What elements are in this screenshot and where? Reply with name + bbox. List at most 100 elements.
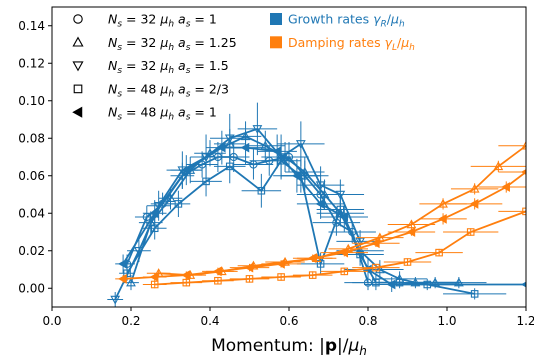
data-point	[395, 278, 404, 287]
data-point	[339, 247, 349, 258]
data-point	[403, 258, 412, 266]
data-point	[355, 237, 365, 247]
legend-marker-circle	[73, 14, 83, 24]
legend-label: Growth rates γR​/μh​	[288, 12, 405, 30]
x-tick-label: 1.0	[437, 314, 456, 328]
x-tick-label: 0.6	[279, 314, 298, 328]
legend-label: Ns​ = 32 μh​ as​ = 1	[108, 12, 217, 30]
y-tick-label: 0.08	[18, 131, 45, 145]
data-point	[249, 160, 258, 169]
data-point	[406, 227, 416, 237]
data-point	[315, 181, 326, 191]
data-point	[308, 271, 317, 279]
data-point	[295, 140, 306, 149]
series-line	[123, 171, 526, 280]
x-tick-label: 0.4	[200, 314, 219, 328]
data-point	[469, 198, 479, 209]
x-axis-label-bold: p	[325, 336, 337, 356]
series-layer	[107, 102, 526, 307]
x-axis-label-symbol: μ	[347, 336, 359, 356]
data-point	[123, 269, 131, 278]
data-point	[214, 276, 222, 285]
series-line	[158, 145, 526, 277]
data-point	[372, 263, 380, 272]
data-point	[212, 266, 222, 277]
data-point	[315, 198, 325, 209]
legend-swatch	[270, 36, 282, 49]
data-point	[174, 200, 183, 208]
y-tick-label: 0.14	[18, 19, 45, 33]
data-point	[216, 142, 226, 153]
x-tick-label: 0.0	[42, 314, 61, 328]
x-tick-label: 0.8	[358, 314, 377, 328]
data-point	[276, 258, 285, 269]
data-point	[336, 205, 345, 214]
legend-label: Ns​ = 48 μh​ as​ = 1	[108, 105, 217, 123]
x-axis-ticks: 0.0 0.2 0.4 0.6 0.8 1.0 1.2	[42, 307, 534, 328]
y-tick-label: 0.04	[18, 206, 45, 220]
data-point	[340, 267, 349, 276]
y-axis-ticks: 0.00 0.02 0.04 0.06 0.08 0.10 0.12 0.14	[18, 19, 52, 295]
y-tick-label: 0.02	[18, 244, 45, 258]
x-axis-label-prefix: Momentum: |	[211, 336, 325, 356]
data-point	[240, 142, 250, 153]
data-point	[110, 295, 121, 305]
data-point	[466, 228, 475, 236]
legend-markers: Ns​ = 32 μh​ as​ = 1 Ns​ = 32 μh​ as​ = 1…	[72, 12, 237, 123]
data-point	[118, 273, 127, 284]
data-point	[501, 182, 510, 192]
data-point	[225, 162, 234, 171]
data-point	[272, 146, 281, 157]
data-point	[126, 277, 136, 287]
data-point	[521, 140, 526, 150]
legend-marker-triangle-up	[72, 36, 84, 47]
data-point	[257, 186, 266, 195]
x-axis-label-sub: h	[359, 344, 367, 358]
data-point	[469, 183, 480, 193]
data-point	[372, 278, 380, 287]
legend-label: Ns​ = 48 μh​ as​ = 2/3	[108, 81, 229, 99]
legend-label: Ns​ = 32 μh​ as​ = 1.25	[108, 35, 237, 53]
legend-label: Damping rates γL​/μh​	[288, 35, 415, 53]
series-line	[122, 146, 526, 286]
data-point	[386, 279, 396, 290]
data-point	[182, 278, 191, 287]
data-point	[339, 212, 349, 222]
series-4	[115, 130, 526, 292]
data-point	[493, 161, 504, 171]
data-point	[299, 166, 310, 176]
data-point	[335, 190, 346, 200]
x-axis-label-mid: |/	[337, 336, 349, 356]
data-point	[245, 275, 254, 283]
x-tick-label: 1.2	[516, 314, 534, 328]
data-point	[202, 177, 210, 186]
data-point	[201, 153, 211, 163]
y-tick-label: 0.06	[18, 169, 45, 183]
y-tick-label: 0.12	[18, 56, 45, 70]
data-point	[453, 277, 464, 287]
data-point	[149, 272, 159, 282]
legend-label: Ns​ = 32 μh​ as​ = 1.5	[108, 58, 229, 76]
data-point	[470, 290, 479, 298]
data-point	[277, 273, 285, 281]
data-point	[370, 238, 380, 249]
data-point	[165, 193, 176, 202]
data-point	[181, 165, 191, 176]
series-7	[142, 205, 526, 289]
data-point	[438, 198, 448, 208]
legend-marker-triangle-down	[72, 61, 84, 72]
legend-marker-square	[73, 84, 83, 94]
x-axis-label: Momentum: |p|/μh	[211, 336, 367, 358]
y-tick-label: 0.10	[18, 94, 45, 108]
data-point	[374, 232, 385, 242]
legend-swatch	[270, 13, 282, 25]
data-point	[224, 134, 235, 144]
legend-colors: Growth rates γR​/μh​ Damping rates γL​/μh…	[270, 12, 415, 53]
y-tick-label: 0.00	[18, 281, 45, 295]
data-point	[181, 270, 191, 281]
data-point	[307, 253, 317, 264]
data-point	[150, 280, 159, 289]
data-point	[149, 208, 159, 219]
data-point	[118, 258, 127, 269]
